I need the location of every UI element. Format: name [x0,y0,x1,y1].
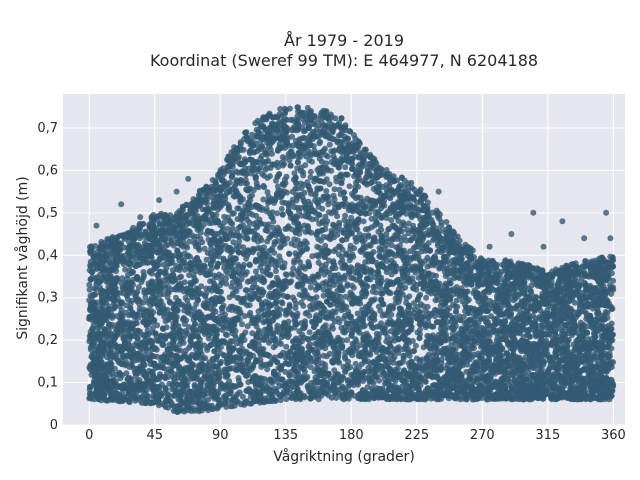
data-point [362,147,369,153]
data-point [315,259,322,266]
chart-title: År 1979 - 2019 [284,31,404,50]
data-point [342,212,349,219]
data-point [283,343,290,350]
data-point [335,315,342,322]
data-point [260,196,267,203]
data-point [253,180,260,187]
data-point [472,321,479,328]
data-point [309,253,316,260]
data-point [252,268,259,275]
data-point [326,181,333,188]
data-point [307,168,314,175]
data-point [354,310,361,317]
data-point [290,265,297,272]
data-point [235,347,242,354]
data-points [86,104,617,415]
data-point [344,337,351,344]
chart-subtitle: Koordinat (Sweref 99 TM): E 464977, N 62… [150,51,538,70]
data-point [259,170,266,177]
data-point [123,370,130,377]
data-point [181,279,188,286]
data-point [201,245,208,252]
data-point [325,201,332,208]
data-point [384,258,391,264]
data-point [346,183,353,190]
data-point [453,297,460,304]
data-point [249,192,256,199]
data-point [122,266,129,273]
data-point [118,279,125,286]
data-point [218,277,225,284]
data-point [323,188,330,195]
data-point [335,251,342,258]
data-point [182,294,189,301]
data-point [133,320,140,327]
data-point [246,261,253,268]
data-point [347,289,354,296]
data-point [207,261,214,268]
data-point [262,227,269,234]
data-point [424,263,431,270]
data-point [320,292,327,299]
data-point [360,218,367,225]
data-point [306,329,313,336]
data-point [142,294,149,301]
data-point [282,271,289,278]
data-point [382,358,389,365]
data-point [274,210,281,217]
data-point [221,213,228,220]
data-point [288,270,295,277]
data-point [342,164,349,171]
